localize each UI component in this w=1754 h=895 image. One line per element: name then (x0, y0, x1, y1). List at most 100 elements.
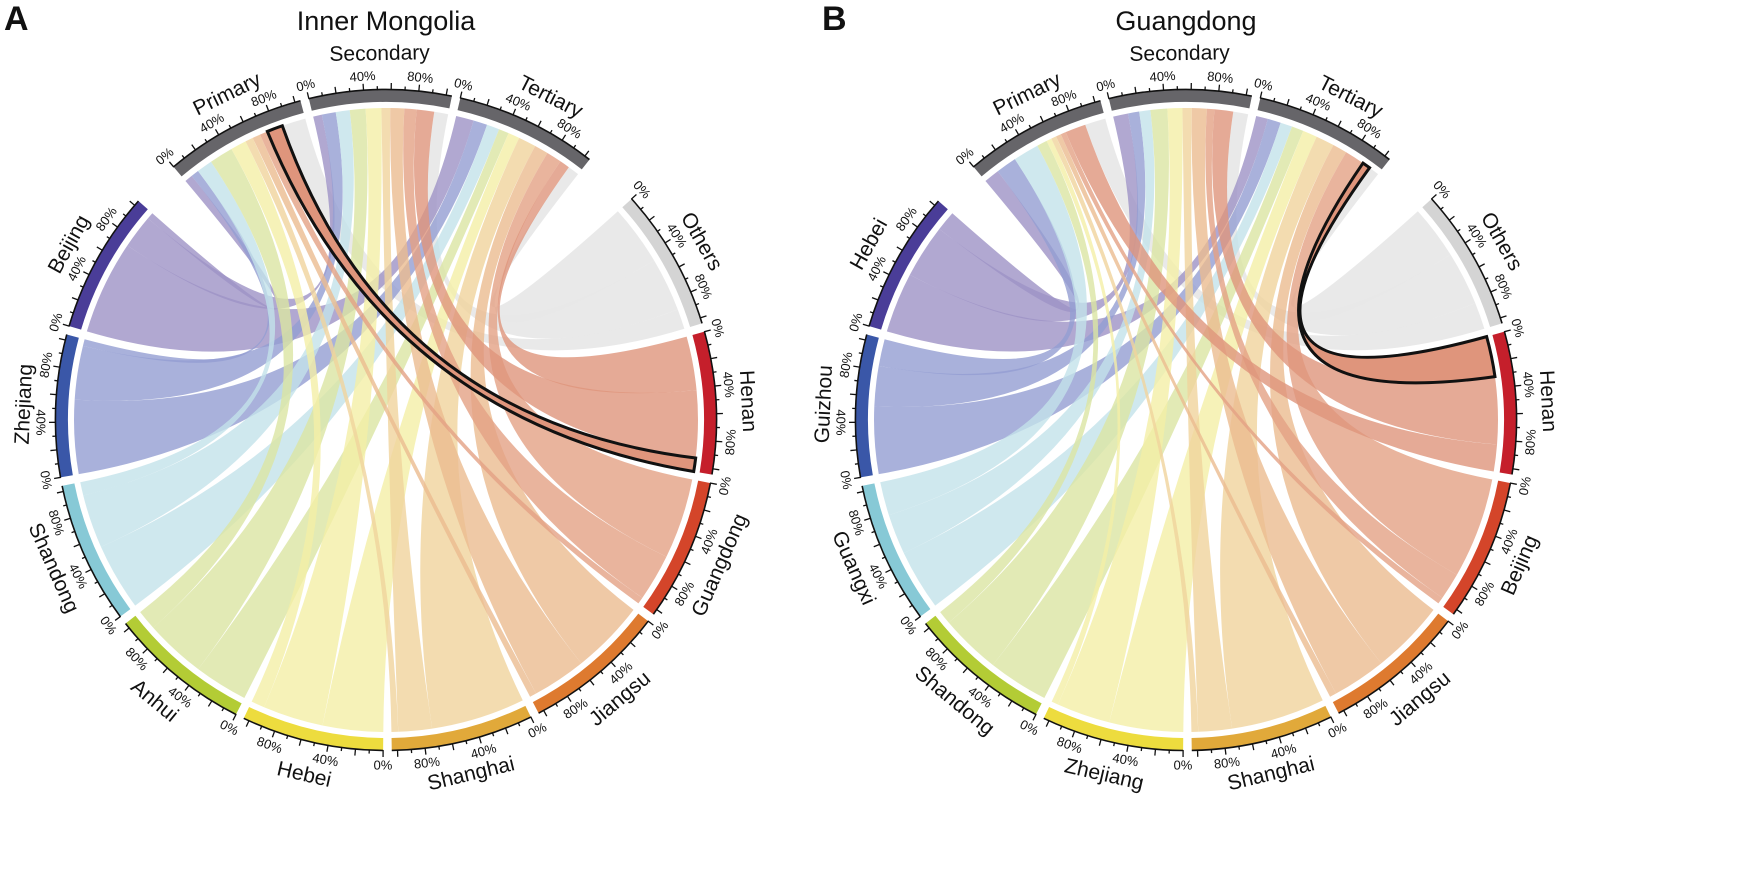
tick-mark (306, 92, 310, 100)
tertiary-label: Tertiary (515, 71, 587, 123)
tick-mark (191, 144, 197, 151)
hebei-band[interactable] (243, 707, 384, 750)
tick-label: 80% (413, 754, 441, 772)
tick-mark (981, 154, 986, 159)
beijing-band[interactable] (69, 201, 148, 330)
ribbon-beijing-to-tertiary (86, 116, 474, 352)
tick-mark (92, 260, 97, 264)
tick-mark (64, 517, 72, 521)
sector-arc-primary: 0%40%80%Primary (153, 68, 304, 177)
tick-label: 0% (1326, 719, 1350, 741)
tick-mark (561, 134, 567, 142)
guangxi-band[interactable] (862, 483, 931, 617)
tick-label: 0% (953, 144, 977, 168)
tick-mark (83, 271, 90, 276)
guizhou-band[interactable] (855, 334, 879, 478)
tick-mark (1259, 91, 1263, 99)
others-band[interactable] (622, 199, 702, 328)
tick-mark (914, 615, 922, 621)
tick-mark (340, 746, 343, 752)
henan-band[interactable] (1492, 331, 1516, 475)
ribbon-jiangsu-to-tertiary (470, 145, 634, 664)
zhejiang-band[interactable] (1043, 707, 1184, 750)
tick-label: 80% (407, 68, 435, 86)
tick-mark (1447, 620, 1454, 626)
ribbon-hebei-to-secondary (264, 108, 382, 726)
origin-arc-henan: 0% 40% 80%Henan (1492, 317, 1561, 475)
ribbon-guizhou-to-primary (878, 159, 1077, 376)
ribbon-guizhou-to-secondary (874, 111, 1146, 407)
ribbon-others-to-primary (1085, 118, 1485, 351)
anhui-band[interactable] (125, 615, 242, 715)
ribbon-beijing-to-secondary (127, 114, 335, 309)
tick-mark (858, 337, 866, 341)
tick-label: 0% (648, 618, 672, 642)
tick-mark (109, 604, 114, 608)
tick-label: 0% (526, 719, 550, 741)
tick-mark (1489, 288, 1497, 293)
others-band[interactable] (1422, 199, 1502, 328)
secondary-band[interactable] (1108, 89, 1252, 111)
tick-mark (445, 88, 449, 96)
tick-mark (1354, 702, 1359, 707)
tick-mark (1420, 651, 1424, 656)
beijing-band[interactable] (1443, 480, 1510, 614)
tick-mark (572, 144, 577, 149)
tick-mark (1503, 329, 1511, 333)
highlighted-ribbon-henan-to-primary[interactable] (265, 123, 698, 474)
tick-mark (1337, 120, 1342, 128)
tick-mark (1507, 343, 1512, 346)
guangdong-band[interactable] (643, 480, 710, 614)
shandong-band[interactable] (62, 483, 131, 617)
zhejiang-band[interactable] (55, 334, 79, 478)
henan-label: Henan (735, 370, 761, 433)
tick-mark (1299, 106, 1302, 111)
tick-mark (1366, 695, 1372, 703)
tick-mark (629, 641, 636, 648)
tick-mark (1410, 661, 1416, 668)
tick-mark (1278, 736, 1282, 744)
tick-mark (326, 744, 329, 752)
tick-mark (689, 288, 697, 293)
ribbon-henan-to-secondary (1212, 109, 1498, 445)
tick-mark (1342, 709, 1348, 717)
highlighted-ribbon-henan-to-tertiary[interactable] (1297, 160, 1497, 385)
tick-mark (648, 215, 655, 222)
tick-mark (883, 271, 890, 276)
tertiary-band[interactable] (1257, 98, 1390, 170)
shandong-band[interactable] (925, 615, 1042, 715)
jiangsu-band[interactable] (1332, 613, 1448, 713)
shanghai-band[interactable] (1191, 705, 1331, 750)
tick-mark (239, 115, 244, 123)
tick-label: 40% (720, 371, 738, 399)
tick-mark (554, 702, 559, 707)
jiangsu-band[interactable] (532, 613, 648, 713)
ribbon-zhejiang-to-secondary (74, 112, 343, 401)
tick-mark (962, 667, 969, 674)
tick-mark (79, 285, 85, 288)
tick-mark (542, 709, 548, 717)
primary-band[interactable] (973, 101, 1104, 177)
tick-mark (954, 657, 959, 662)
tick-label: 0% (846, 311, 866, 334)
tertiary-band[interactable] (457, 98, 590, 170)
primary-band[interactable] (173, 101, 304, 177)
henan-band[interactable] (692, 331, 716, 475)
ribbon-guangxi-to-primary (880, 145, 1087, 516)
hebei-band[interactable] (869, 201, 948, 330)
ribbon-others-to-tertiary (491, 167, 655, 323)
tick-label: 0% (716, 475, 734, 497)
secondary-band[interactable] (308, 89, 452, 111)
tick-mark (678, 263, 685, 268)
ribbon-zhejiang-to-tertiary (1109, 130, 1317, 732)
ribbon-henan-to-secondary (413, 109, 698, 459)
tick-label: 0% (374, 758, 393, 773)
tick-mark (69, 311, 75, 314)
tick-mark (710, 356, 718, 360)
tick-mark (1007, 700, 1013, 707)
tick-mark (1092, 95, 1096, 103)
origin-arc-henan: 0% 40% 80%Henan (692, 317, 761, 475)
tick-mark (228, 124, 232, 129)
shanghai-band[interactable] (391, 705, 531, 750)
tick-mark (175, 676, 179, 680)
